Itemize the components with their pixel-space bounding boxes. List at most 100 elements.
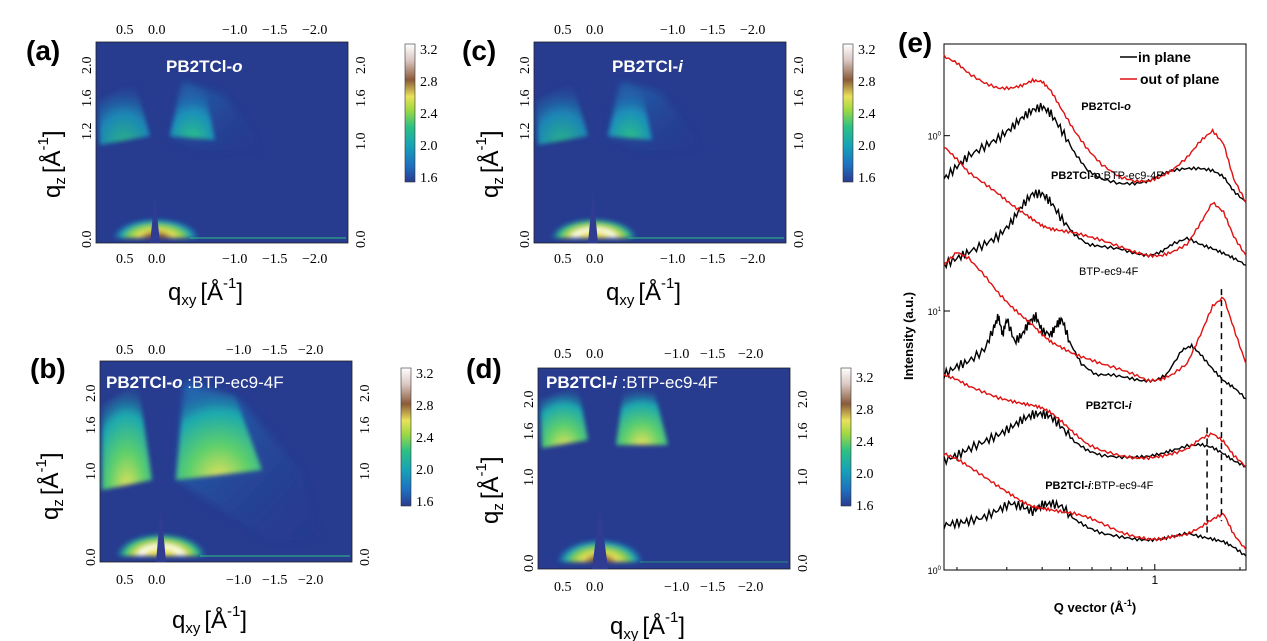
series-line-pb2tcl-i-btp-ec9-4f-out-of-plane: [943, 452, 1247, 551]
panel-b-colorbar-tick: 2.0: [416, 463, 434, 478]
series-line-pb2tcl-o-in-plane: [943, 102, 1247, 203]
panel-a-xlabel: qxy [Å-1]: [168, 275, 243, 309]
panel-e: (e) PB2TCl-o PB2TCl-o:BTP-ec9-4F BTP-ec9-4…: [898, 27, 1247, 615]
panel-b-title: PB2TCl-o :BTP-ec9-4F: [106, 373, 284, 392]
panel-a-bottom-tick: −1.5: [262, 252, 287, 267]
panel-b-right-tick: 0.0: [358, 549, 373, 567]
panel-a-left-tick: 1.2: [80, 123, 95, 141]
panel-b-left-tick: 0.0: [84, 549, 99, 567]
panel-b-bottom-tick: 0.0: [148, 573, 166, 588]
panel-d-left-lobe: [540, 386, 588, 448]
panel-c-left-tick: 1.2: [518, 123, 533, 141]
panel-a-bottom-tick: −1.0: [222, 252, 247, 267]
panel-c-bottom-tick: 0.5: [554, 252, 572, 267]
panel-a-left-lobe: [98, 82, 150, 145]
panel-a-right-tick: 0.0: [354, 231, 369, 249]
panel-d-beamstop: [592, 505, 608, 569]
panel-b-colorbar-tick: 2.8: [416, 399, 434, 414]
panel-b-right-tick: 2.0: [358, 385, 373, 403]
panel-d-colorbar-tick: 2.8: [856, 403, 874, 418]
series-line-pb2tcl-i-out-of-plane: [943, 373, 1247, 468]
panel-a-beamstop: [150, 195, 160, 243]
panel-d-top-tick: 0.5: [554, 347, 572, 362]
panel-a-colorbar-ticks: 3.2 2.8 2.4 2.0 1.6: [420, 43, 438, 186]
panel-c-bottom-tick: −2.0: [740, 252, 765, 267]
panel-b-bottom-tick: −2.0: [298, 573, 323, 588]
panel-c-right-tick: 1.0: [792, 133, 807, 151]
panel-d-top-tick: −1.0: [664, 347, 689, 362]
panel-c-right-ticks: 2.0 1.6 1.0 0.0: [792, 57, 807, 249]
panel-c-top-tick: 0.5: [554, 23, 572, 38]
panel-d-colorbar-ticks: 3.2 2.8 2.4 2.0 1.6: [856, 371, 874, 514]
legend-in-plane-label: in plane: [1138, 49, 1191, 65]
panel-c-right-tick: 1.6: [792, 90, 807, 108]
panel-e-annotations: PB2TCl-o PB2TCl-o:BTP-ec9-4F BTP-ec9-4F PB2…: [1045, 101, 1163, 492]
panel-e-y-ticks: 100 101 100: [928, 132, 950, 576]
panel-d-right-lobe: [616, 386, 668, 445]
panel-a-left-tick: 0.0: [80, 231, 95, 249]
panel-b-bottom-tick: −1.0: [226, 573, 251, 588]
series-line-pb2tcl-o-out-of-plane: [943, 54, 1247, 203]
panel-a-bottom-tick: 0.5: [116, 252, 134, 267]
panel-b-label: (b): [30, 353, 66, 384]
panel-d-bottom-tick: 0.5: [554, 580, 572, 595]
panel-b-top-tick: 0.5: [116, 343, 134, 358]
series-line-pb2tcl-i-btp-ec9-4f-in-plane: [943, 498, 1247, 557]
panel-a: (a) PB2TCl-o 0.5 0.0 −1.0 −1.5 −2.0 0.5 …: [26, 23, 438, 309]
series-line-pb2tcl-o-btp-ec9-4f-in-plane: [943, 189, 1247, 270]
panel-c-top-ticks: 0.5 0.0 −1.0 −1.5 −2.0: [554, 23, 765, 38]
curve-annotation: PB2TCl-i:BTP-ec9-4F: [1045, 480, 1153, 492]
panel-b-bottom-ticks: 0.5 0.0 −1.0 −1.5 −2.0: [116, 573, 323, 588]
panel-c-bottom-tick: −1.0: [660, 252, 685, 267]
panel-e-dashed-lines: [1206, 289, 1223, 535]
panel-c-left-tick: 0.0: [518, 231, 533, 249]
panel-a-label: (a): [26, 35, 60, 66]
panel-a-colorbar-tick: 2.4: [420, 107, 438, 122]
panel-c-colorbar-tick: 2.8: [858, 75, 876, 90]
panel-b-right-tick: 1.6: [358, 417, 373, 435]
panel-b-colorbar-tick: 2.4: [416, 431, 434, 446]
panel-d-left-tick: 0.0: [522, 555, 537, 573]
panel-c-colorbar-ticks: 3.2 2.8 2.4 2.0 1.6: [858, 43, 876, 186]
panel-a-colorbar: [404, 43, 416, 183]
panel-c-xlabel: qxy [Å-1]: [606, 275, 681, 309]
panel-d-colorbar-tick: 3.2: [856, 371, 874, 386]
panel-c-colorbar-tick: 2.4: [858, 107, 876, 122]
panel-a-title: PB2TCl-o: [166, 57, 243, 76]
panel-c-left-lobe: [536, 82, 588, 145]
panel-c-title: PB2TCl-i: [612, 57, 684, 76]
panel-d-right-tick: 2.0: [796, 391, 811, 409]
panel-a-top-tick: 0.0: [148, 23, 166, 38]
panel-c-left-tick: 1.6: [518, 90, 533, 108]
panel-a-top-tick: −1.5: [262, 23, 287, 38]
panel-b-top-tick: −1.5: [262, 343, 287, 358]
series-line-btp-ec9-4f-out-of-plane: [943, 252, 1247, 384]
panel-a-right-ticks: 2.0 1.6 1.0 0.0: [354, 57, 369, 249]
curve-annotation: PB2TCl-i: [1086, 400, 1133, 412]
panel-d-colorbar-tick: 2.4: [856, 435, 874, 450]
panel-d-left-tick: 2.0: [522, 391, 537, 409]
panel-b-bottom-tick: 0.5: [116, 573, 134, 588]
panel-b-xlabel: qxy [Å-1]: [172, 603, 247, 637]
panel-b-top-tick: −1.0: [226, 343, 251, 358]
panel-c-top-tick: −1.0: [660, 23, 685, 38]
panel-a-top-ticks: 0.5 0.0 −1.0 −1.5 −2.0: [116, 23, 327, 38]
panel-d-left-tick: 1.0: [522, 469, 537, 487]
curve-annotation: PB2TCl-o:BTP-ec9-4F: [1051, 170, 1163, 182]
y-tick-label: 101: [928, 307, 942, 317]
curve-annotation: PB2TCl-o: [1081, 101, 1131, 113]
panel-e-xlabel: Q vector (Å-1): [1054, 598, 1136, 615]
panel-c-top-tick: −1.5: [700, 23, 725, 38]
panel-a-colorbar-tick: 2.8: [420, 75, 438, 90]
panel-b-right-lobe: [176, 382, 262, 480]
panel-d-ylabel: qz[Å-1]: [473, 456, 507, 524]
panel-e-legend: in plane out of plane: [1120, 49, 1220, 87]
panel-c-left-ticks: 2.0 1.6 1.2 0.0: [518, 57, 533, 249]
panel-d-right-ticks: 2.0 1.6 1.0 0.0: [796, 391, 811, 573]
panel-a-left-ticks: 2.0 1.6 1.2 0.0: [80, 57, 95, 249]
panel-a-left-tick: 2.0: [80, 57, 95, 75]
panel-b-left-ticks: 2.0 1.6 1.0 0.0: [84, 385, 99, 567]
panel-c-top-tick: 0.0: [586, 23, 604, 38]
panel-b-left-tick: 1.6: [84, 417, 99, 435]
panel-d-right-tick: 0.0: [796, 555, 811, 573]
